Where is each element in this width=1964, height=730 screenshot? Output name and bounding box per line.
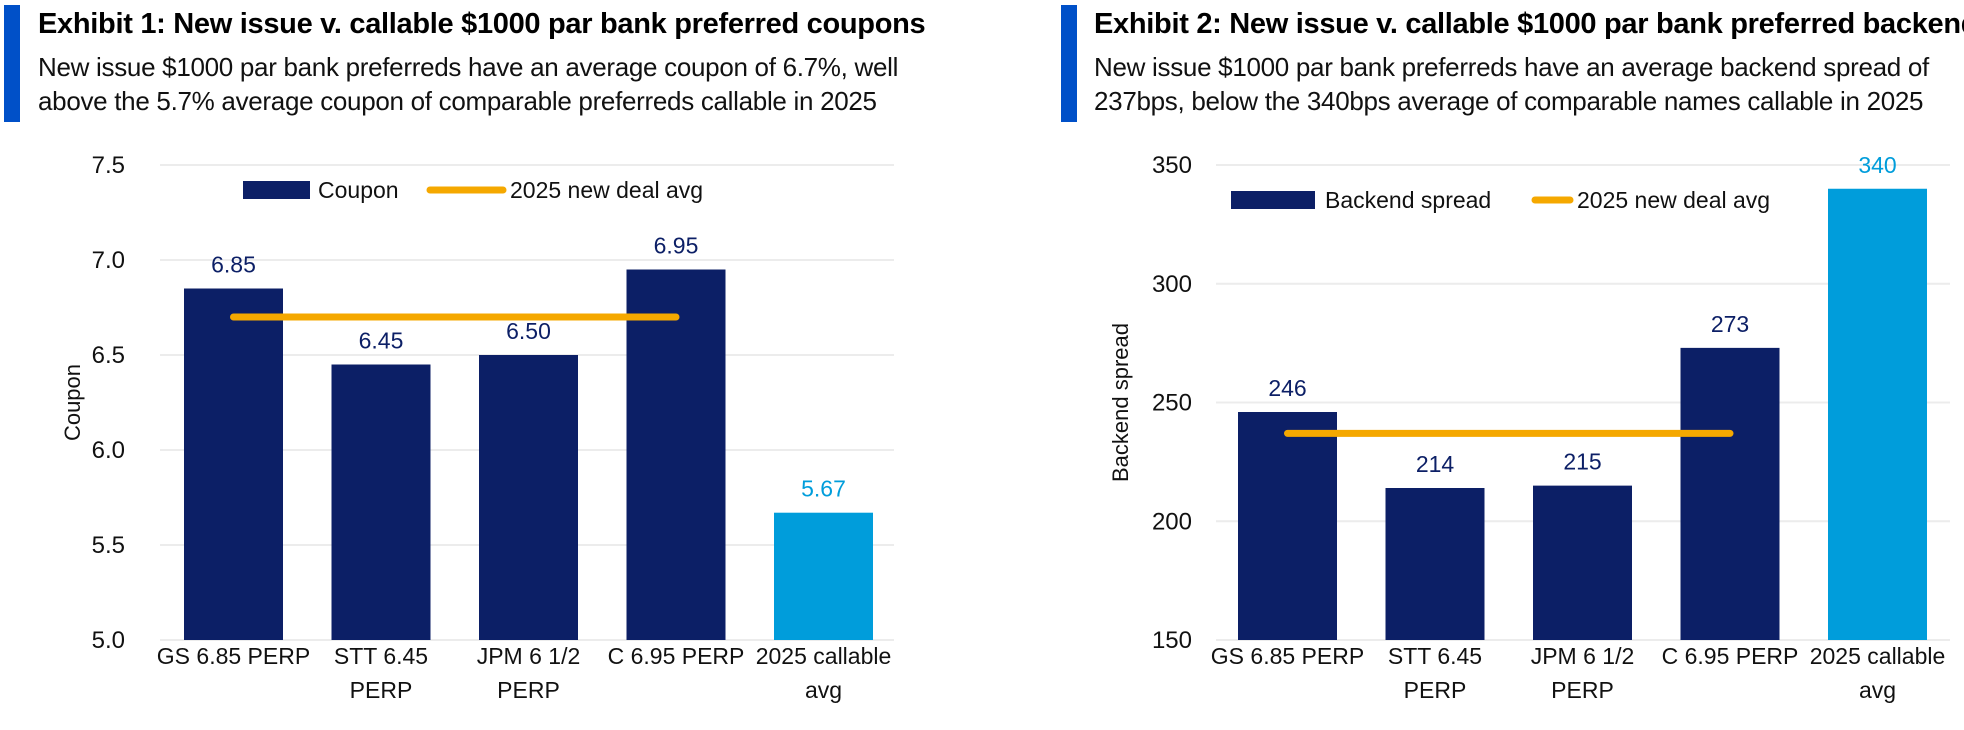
exhibit-1-bar (331, 364, 431, 640)
exhibit-2-data-label: 246 (1268, 375, 1306, 401)
exhibit-1-x-tick-label: JPM 6 1/2 (477, 643, 581, 669)
exhibit-2-bar (1238, 412, 1337, 640)
exhibit-2-bar (1533, 485, 1632, 640)
exhibit-1-data-label: 6.85 (211, 252, 256, 278)
exhibit-1-data-label: 5.67 (801, 476, 846, 502)
exhibit-2-legend-label-series: Backend spread (1325, 187, 1491, 213)
exhibit-1-x-tick-label: PERP (497, 677, 560, 703)
exhibit-1-bar (184, 288, 283, 640)
exhibit-2-data-label: 340 (1858, 152, 1896, 178)
exhibit-1-bar (626, 269, 726, 640)
exhibit-1-y-tick-label: 5.5 (92, 532, 125, 559)
exhibit-1-bar (479, 355, 578, 640)
exhibit-2-y-tick-label: 300 (1152, 271, 1192, 298)
exhibit-1-y-axis-label: Coupon (60, 364, 85, 441)
exhibit-1-x-tick-label: C 6.95 PERP (608, 643, 745, 669)
exhibit-1-x-tick-label: avg (805, 677, 842, 703)
exhibit-2-x-tick-label: avg (1859, 677, 1896, 703)
exhibit-2-bar (1680, 347, 1780, 640)
exhibit-1-bar (774, 512, 873, 640)
exhibit-1-accent-bar (4, 5, 20, 122)
exhibit-1-data-label: 6.50 (506, 318, 551, 344)
exhibit-1-y-tick-label: 7.5 (92, 152, 125, 179)
exhibit-1-y-tick-label: 6.0 (92, 437, 125, 464)
exhibit-2-subtitle-line-1: New issue $1000 par bank preferreds have… (1094, 52, 1929, 82)
exhibit-1-legend-label-avg: 2025 new deal avg (510, 177, 703, 203)
exhibit-1-legend-swatch-series (243, 181, 310, 199)
exhibit-2-y-tick-label: 250 (1152, 390, 1192, 417)
exhibit-1-subtitle-line-2: above the 5.7% average coupon of compara… (38, 86, 877, 116)
exhibit-2-y-tick-label: 200 (1152, 508, 1192, 535)
exhibit-1-data-label: 6.45 (359, 328, 404, 354)
exhibit-1-x-tick-label: PERP (350, 677, 413, 703)
exhibit-1-legend-label-series: Coupon (318, 177, 399, 203)
exhibit-2-x-tick-label: GS 6.85 PERP (1211, 643, 1364, 669)
exhibit-2-x-tick-label: JPM 6 1/2 (1531, 643, 1635, 669)
exhibit-2-y-axis-label: Backend spread (1108, 323, 1133, 482)
exhibit-2-x-tick-label: 2025 callable (1810, 643, 1946, 669)
exhibit-2-x-tick-label: C 6.95 PERP (1662, 643, 1799, 669)
exhibit-2-data-label: 214 (1416, 451, 1455, 477)
exhibit-2-x-tick-label: STT 6.45 (1388, 643, 1482, 669)
exhibit-2-bar (1828, 188, 1927, 640)
exhibit-1-y-tick-label: 6.5 (92, 342, 125, 369)
exhibit-1-x-tick-label: 2025 callable (756, 643, 892, 669)
exhibit-2-data-label: 215 (1563, 449, 1601, 475)
exhibit-1-x-tick-label: GS 6.85 PERP (157, 643, 310, 669)
exhibit-1-data-label: 6.95 (654, 233, 699, 259)
exhibit-2-legend-swatch-series (1231, 191, 1315, 209)
exhibit-2-legend-label-avg: 2025 new deal avg (1577, 187, 1770, 213)
exhibit-2-bar (1385, 488, 1485, 640)
exhibit-2-title: Exhibit 2: New issue v. callable $1000 p… (1094, 8, 1964, 40)
exhibit-2-data-label: 273 (1711, 311, 1749, 337)
exhibit-2-x-tick-label: PERP (1551, 677, 1614, 703)
exhibit-1-y-tick-label: 5.0 (92, 627, 125, 654)
exhibit-1-subtitle-line-1: New issue $1000 par bank preferreds have… (38, 52, 899, 82)
exhibit-2-x-tick-label: PERP (1404, 677, 1467, 703)
exhibit-2-y-tick-label: 350 (1152, 152, 1192, 179)
exhibit-1-y-tick-label: 7.0 (92, 247, 125, 274)
exhibit-2-accent-bar (1061, 5, 1077, 122)
exhibit-1-title: Exhibit 1: New issue v. callable $1000 p… (38, 8, 926, 40)
exhibit-2-subtitle-line-2: 237bps, below the 340bps average of comp… (1094, 86, 1924, 116)
exhibit-1-x-tick-label: STT 6.45 (334, 643, 428, 669)
exhibit-2-y-tick-label: 150 (1152, 627, 1192, 654)
